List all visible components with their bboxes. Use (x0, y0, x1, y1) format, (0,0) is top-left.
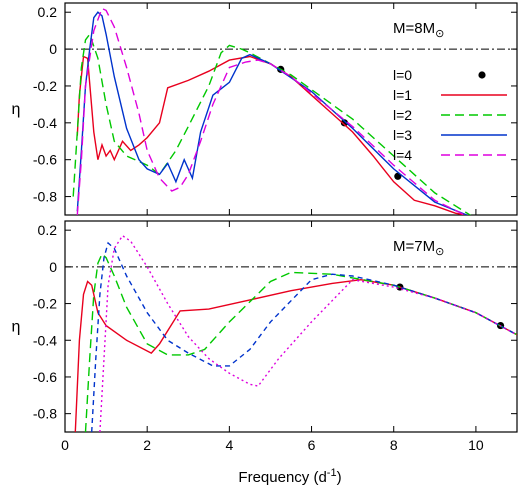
series-line-l=3 (76, 11, 469, 215)
x-axis-label: Frequency (d-1) (238, 467, 341, 486)
series-line-l=4 (76, 7, 467, 215)
sun-symbol: ⊙ (435, 246, 444, 258)
x-tick-label: 4 (225, 437, 233, 453)
series-line-l=2 (72, 32, 472, 215)
legend-label: l=1 (393, 87, 412, 103)
y-tick-label: 0.2 (38, 4, 58, 20)
y-tick-label: -0.2 (33, 296, 57, 312)
y-tick-label: -0.8 (33, 189, 57, 205)
legend-marker (478, 71, 486, 79)
x-tick-label: 6 (308, 437, 316, 453)
series-point-l=0 (340, 119, 349, 127)
y-tick-label: -0.6 (33, 152, 57, 168)
x-tick-label: 10 (468, 437, 484, 453)
series-line-l=3 (91, 241, 517, 432)
series-line-l=4 (99, 234, 517, 432)
x-tick-label: 2 (143, 437, 151, 453)
y-tick-label: -0.4 (33, 115, 57, 131)
legend-label: l=4 (393, 147, 412, 163)
legend-label: l=2 (393, 107, 412, 123)
panel-label: M=8M⊙ (393, 20, 444, 40)
y-tick-label: -0.6 (33, 369, 57, 385)
series-line-l=1 (74, 278, 517, 432)
plot-frame (64, 2, 518, 216)
y-tick-label: 0.2 (38, 222, 58, 238)
y-tick-label: -0.8 (33, 406, 57, 422)
x-tick-label: 0 (61, 437, 69, 453)
y-tick-label: 0 (49, 259, 57, 275)
panel-top: 0.2 0 -0.2 -0.4 -0.6 -0.8 η M=8M⊙ l=0 l=1 l=2 l=3 l=… (12, 2, 518, 216)
plot-frame (64, 220, 518, 433)
y-axis-label: η (12, 101, 21, 118)
y-tick-label: -0.2 (33, 78, 57, 94)
panel-label: M=7M⊙ (393, 238, 444, 258)
legend-label: l=0 (393, 67, 412, 83)
sun-symbol: ⊙ (435, 28, 444, 40)
y-tick-label: -0.4 (33, 332, 57, 348)
y-tick-label: 0 (49, 41, 57, 57)
legend-label: l=3 (393, 127, 412, 143)
series-line-l=1 (76, 55, 470, 215)
series-line-l=2 (84, 252, 517, 432)
x-tick-label: 8 (390, 437, 398, 453)
y-axis-label: η (12, 319, 21, 336)
